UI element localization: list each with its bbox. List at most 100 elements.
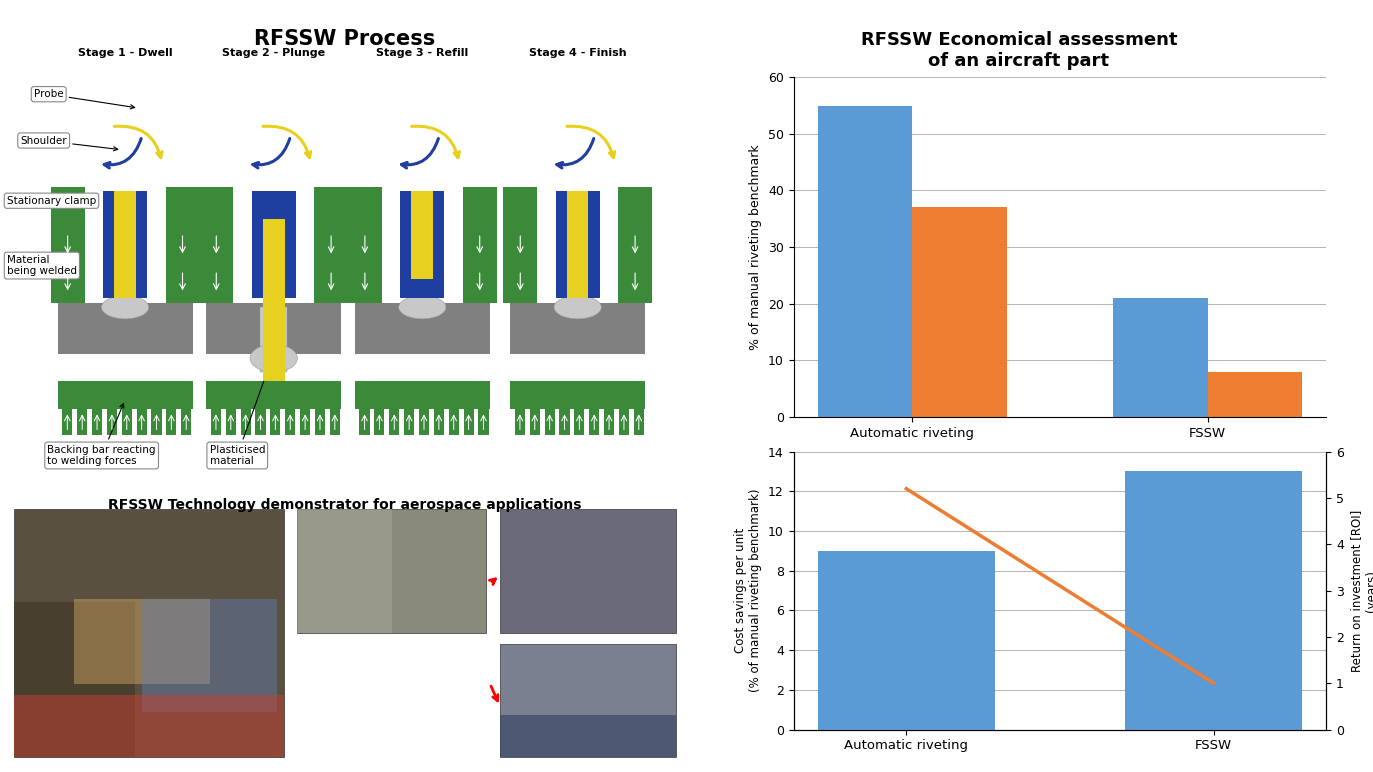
Bar bbox=[567, 191, 589, 298]
Text: RFSSW Process: RFSSW Process bbox=[254, 29, 435, 49]
Text: Shoulder: Shoulder bbox=[21, 136, 118, 151]
Text: Backing bar reacting
to welding forces: Backing bar reacting to welding forces bbox=[48, 404, 157, 466]
Bar bbox=[77, 408, 88, 435]
Bar bbox=[574, 408, 585, 435]
Text: Material
being welded: Material being welded bbox=[7, 255, 77, 276]
Bar bbox=[434, 408, 443, 435]
Bar bbox=[103, 191, 147, 298]
Line: ROI: ROI bbox=[906, 489, 1214, 683]
ROI bbox=[898, 484, 914, 493]
Bar bbox=[463, 187, 497, 303]
Bar bbox=[818, 106, 912, 417]
Text: Plasticised
material: Plasticised material bbox=[210, 367, 269, 466]
Text: Stage 4 - Finish: Stage 4 - Finish bbox=[529, 48, 626, 58]
Bar bbox=[360, 408, 369, 435]
Bar bbox=[92, 408, 102, 435]
Bar bbox=[14, 509, 284, 757]
Bar bbox=[240, 408, 251, 435]
Text: Stage 3 - Refill: Stage 3 - Refill bbox=[376, 48, 468, 58]
Bar bbox=[556, 191, 600, 298]
Bar bbox=[199, 187, 233, 303]
Text: Stationary clamp: Stationary clamp bbox=[7, 196, 96, 205]
Bar bbox=[1124, 472, 1302, 730]
Bar bbox=[166, 408, 176, 435]
Bar bbox=[818, 551, 995, 730]
Bar bbox=[419, 408, 428, 435]
Ellipse shape bbox=[102, 296, 148, 319]
Bar bbox=[62, 408, 73, 435]
Bar bbox=[404, 408, 415, 435]
Bar bbox=[58, 381, 192, 409]
Bar bbox=[225, 408, 236, 435]
Bar bbox=[298, 509, 391, 633]
Bar bbox=[136, 408, 147, 435]
Ellipse shape bbox=[555, 296, 601, 319]
Legend: Labour, Joining time: Labour, Joining time bbox=[958, 482, 1162, 506]
Y-axis label: % of manual riveting benchmark: % of manual riveting benchmark bbox=[750, 144, 762, 350]
Bar bbox=[14, 602, 135, 757]
Text: Probe: Probe bbox=[34, 90, 135, 109]
Bar bbox=[314, 408, 325, 435]
Bar bbox=[500, 644, 676, 757]
Text: Stage 2 - Plunge: Stage 2 - Plunge bbox=[222, 48, 325, 58]
Bar bbox=[206, 381, 342, 409]
Bar bbox=[211, 408, 221, 435]
Bar bbox=[330, 408, 341, 435]
Bar bbox=[1114, 298, 1208, 417]
Bar bbox=[604, 408, 614, 435]
Bar bbox=[114, 191, 136, 298]
Bar bbox=[545, 408, 555, 435]
Bar bbox=[255, 408, 265, 435]
Bar bbox=[1208, 371, 1302, 417]
Text: Stage 1 - Dwell: Stage 1 - Dwell bbox=[78, 48, 173, 58]
Bar bbox=[261, 307, 287, 372]
Bar bbox=[500, 509, 676, 633]
Bar bbox=[74, 599, 210, 684]
Bar bbox=[166, 187, 199, 303]
Y-axis label: Cost savings per unit
(% of manual riveting benchmark): Cost savings per unit (% of manual rivet… bbox=[735, 489, 762, 692]
Bar bbox=[619, 408, 629, 435]
Bar bbox=[107, 408, 117, 435]
Bar bbox=[347, 187, 382, 303]
Bar bbox=[401, 191, 445, 298]
Bar bbox=[500, 715, 676, 757]
Text: RFSSW Economical assessment
of an aircraft part: RFSSW Economical assessment of an aircra… bbox=[861, 31, 1177, 69]
Bar bbox=[504, 187, 537, 303]
Bar bbox=[314, 187, 347, 303]
Bar bbox=[251, 191, 295, 298]
Bar bbox=[375, 408, 384, 435]
Bar bbox=[301, 408, 310, 435]
Bar bbox=[151, 408, 162, 435]
Bar bbox=[634, 408, 644, 435]
Bar bbox=[298, 509, 486, 633]
Bar bbox=[449, 408, 459, 435]
Bar bbox=[354, 303, 490, 354]
Bar bbox=[511, 303, 645, 354]
Bar bbox=[559, 408, 570, 435]
Bar bbox=[478, 408, 489, 435]
Bar bbox=[530, 408, 540, 435]
Bar bbox=[589, 408, 599, 435]
Bar bbox=[58, 303, 192, 354]
Bar bbox=[270, 408, 280, 435]
Text: RFSSW Technology demonstrator for aerospace applications: RFSSW Technology demonstrator for aerosp… bbox=[108, 498, 581, 512]
Bar bbox=[354, 381, 490, 409]
Bar bbox=[14, 695, 284, 757]
Bar bbox=[51, 187, 85, 303]
Bar bbox=[511, 381, 645, 409]
Bar bbox=[206, 303, 342, 354]
ROI bbox=[1205, 679, 1222, 688]
Bar bbox=[412, 191, 432, 279]
Bar bbox=[262, 219, 284, 381]
Bar bbox=[181, 408, 191, 435]
Bar bbox=[286, 408, 295, 435]
Ellipse shape bbox=[398, 296, 446, 319]
Bar bbox=[912, 208, 1006, 417]
Bar bbox=[515, 408, 524, 435]
Bar bbox=[618, 187, 652, 303]
Ellipse shape bbox=[250, 344, 298, 372]
Bar bbox=[122, 408, 132, 435]
Bar bbox=[464, 408, 474, 435]
Bar bbox=[141, 599, 277, 712]
Bar bbox=[389, 408, 400, 435]
